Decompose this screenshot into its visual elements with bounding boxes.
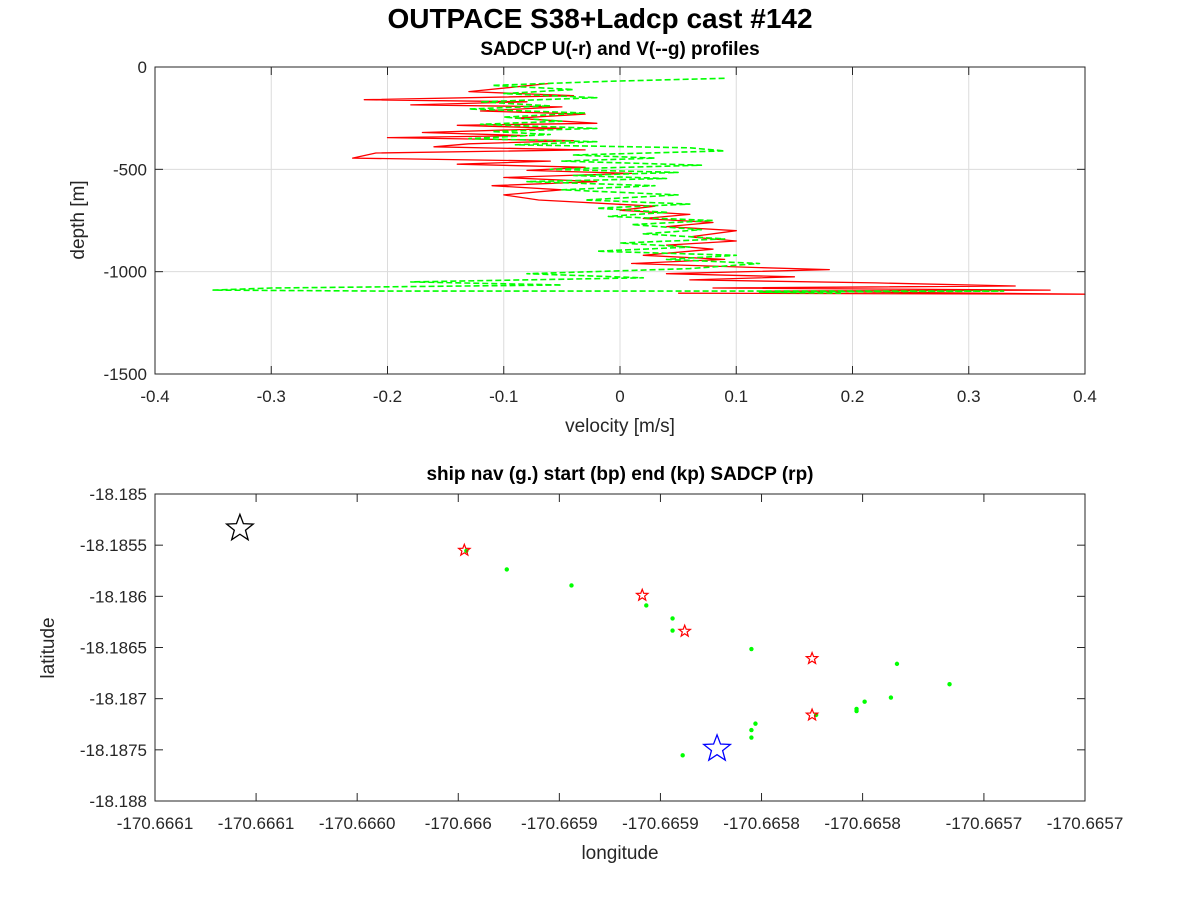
ship-nav-point	[680, 753, 685, 758]
profile-y-ticks: 0 -500 -1000 -1500	[104, 58, 1085, 384]
sadcp-star-marker	[804, 707, 820, 722]
v-velocity-line	[212, 77, 1005, 294]
nav-x-tick-label: -170.6657	[1047, 814, 1124, 833]
ship-nav-point	[749, 735, 754, 740]
ship-nav-point	[753, 721, 758, 726]
figure-title: OUTPACE S38+Ladcp cast #142	[387, 3, 812, 34]
nav-x-tick-label: -170.6661	[218, 814, 295, 833]
profile-x-tick-label: -0.1	[489, 387, 518, 406]
velocity-profile-chart: SADCP U(-r) and V(--g) profiles -0.4 -0.3…	[68, 39, 1097, 437]
ship-nav-point	[749, 727, 754, 733]
profile-x-tick-label: -0.4	[140, 387, 169, 406]
nav-y-tick-label: -18.1855	[80, 536, 147, 555]
nav-points	[224, 512, 952, 762]
profile-y-tick-label: -500	[113, 160, 147, 179]
profile-chart-title: SADCP U(-r) and V(--g) profiles	[480, 39, 759, 60]
nav-chart-title: ship nav (g.) start (bp) end (kp) SADCP …	[426, 464, 813, 485]
start-star-marker	[701, 732, 733, 762]
profile-y-tick-label: -1500	[104, 365, 147, 384]
nav-x-tick-label: -170.6661	[117, 814, 194, 833]
ship-nav-point	[670, 628, 675, 633]
profile-x-tick-label: 0.3	[957, 387, 981, 406]
ship-nav-point	[894, 661, 900, 667]
nav-plot-area	[155, 494, 1085, 801]
nav-x-tick-label: -170.6658	[723, 814, 800, 833]
sadcp-star-marker	[456, 542, 472, 557]
nav-y-ticks: -18.185 -18.1855 -18.186 -18.1865 -18.187 -18…	[80, 485, 1085, 811]
profile-x-tick-label: 0.2	[841, 387, 865, 406]
ship-nav-point	[670, 616, 675, 621]
sadcp-star-marker	[677, 623, 693, 638]
nav-y-axis-label: latitude	[38, 617, 59, 678]
ship-nav-point	[947, 682, 952, 687]
nav-y-tick-label: -18.185	[89, 485, 147, 504]
nav-x-tick-label: -170.6659	[622, 814, 699, 833]
profile-y-axis-label: depth [m]	[68, 180, 89, 259]
nav-y-tick-label: -18.188	[89, 792, 147, 811]
ship-nav-chart: ship nav (g.) start (bp) end (kp) SADCP …	[38, 464, 1123, 864]
sadcp-star-marker	[634, 587, 650, 602]
nav-x-tick-label: -170.666	[425, 814, 492, 833]
profile-y-tick-label: 0	[138, 58, 147, 77]
nav-x-axis-label: longitude	[581, 843, 658, 864]
nav-y-tick-label: -18.1865	[80, 639, 147, 658]
profile-x-tick-label: 0	[615, 387, 624, 406]
ship-nav-point	[569, 583, 574, 588]
profile-x-tick-label: 0.1	[724, 387, 748, 406]
nav-x-tick-label: -170.6659	[521, 814, 598, 833]
profile-x-axis-label: velocity [m/s]	[565, 416, 675, 437]
end-star-marker	[224, 512, 255, 542]
sadcp-star-marker	[804, 650, 820, 665]
profile-x-tick-label: 0.4	[1073, 387, 1097, 406]
u-velocity-line	[351, 82, 1086, 295]
ship-nav-point	[888, 695, 894, 700]
nav-x-tick-label: -170.6658	[824, 814, 901, 833]
profile-grid	[155, 67, 1085, 374]
nav-y-tick-label: -18.1875	[80, 741, 147, 760]
profile-x-tick-label: -0.3	[257, 387, 286, 406]
ship-nav-point	[504, 567, 509, 572]
profile-series	[212, 77, 1086, 295]
nav-y-tick-label: -18.186	[89, 587, 147, 606]
profile-y-tick-label: -1000	[104, 263, 147, 282]
nav-y-tick-label: -18.187	[89, 690, 147, 709]
nav-x-tick-label: -170.6660	[319, 814, 396, 833]
ship-nav-point	[854, 708, 859, 714]
profile-x-tick-label: -0.2	[373, 387, 402, 406]
ship-nav-point	[644, 603, 649, 608]
ship-nav-point	[749, 646, 754, 652]
profile-x-ticks: -0.4 -0.3 -0.2 -0.1 0 0.1 0.2 0.3 0.4	[140, 67, 1097, 406]
ship-nav-point	[862, 699, 867, 704]
nav-x-ticks: -170.6661 -170.6661 -170.6660 -170.666 -170.…	[117, 494, 1124, 833]
nav-x-tick-label: -170.6657	[946, 814, 1023, 833]
